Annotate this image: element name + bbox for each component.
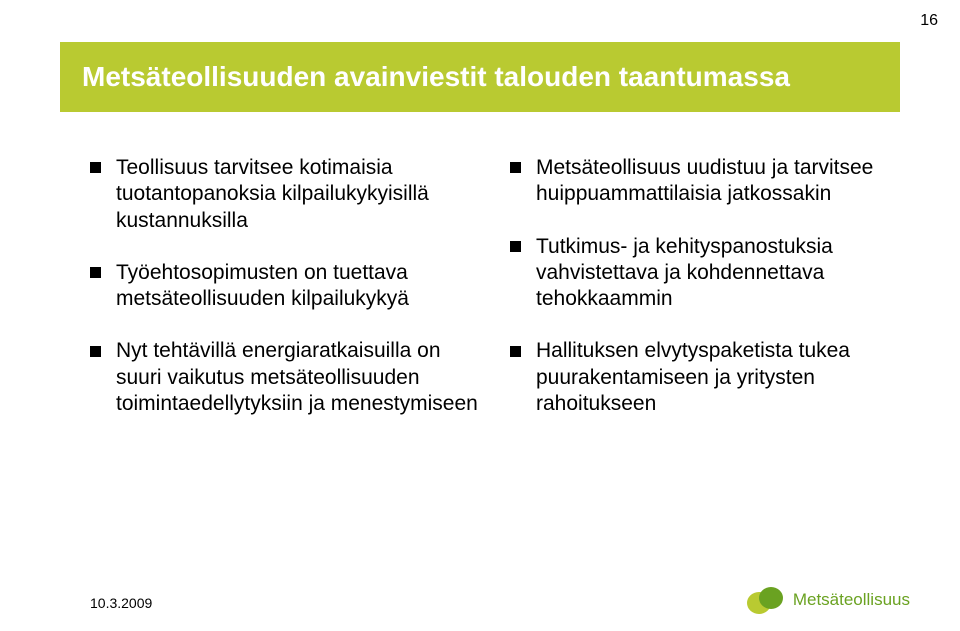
slide: 16 Metsäteollisuuden avainviestit taloud… [0,0,960,631]
leaf-icon [745,583,785,617]
logo: Metsäteollisuus [745,583,910,617]
title-band: Metsäteollisuuden avainviestit talouden … [60,42,900,112]
list-item: Työehtosopimusten on tuettava metsäteoll… [90,260,480,313]
page-number: 16 [920,12,938,30]
left-list: Teollisuus tarvitsee kotimaisia tuotanto… [90,155,480,417]
list-item: Teollisuus tarvitsee kotimaisia tuotanto… [90,155,480,234]
list-item: Tutkimus- ja kehityspanostuksia vahviste… [510,234,900,313]
list-item: Hallituksen elvytyspaketista tukea puura… [510,338,900,417]
right-list: Metsäteollisuus uudistuu ja tarvitsee hu… [510,155,900,417]
footer-date: 10.3.2009 [90,595,152,611]
logo-text: Metsäteollisuus [793,590,910,610]
list-item: Nyt tehtävillä energiaratkaisuilla on su… [90,338,480,417]
body-columns: Teollisuus tarvitsee kotimaisia tuotanto… [90,155,900,541]
left-column: Teollisuus tarvitsee kotimaisia tuotanto… [90,155,480,541]
right-column: Metsäteollisuus uudistuu ja tarvitsee hu… [510,155,900,541]
slide-title: Metsäteollisuuden avainviestit talouden … [82,61,790,93]
list-item: Metsäteollisuus uudistuu ja tarvitsee hu… [510,155,900,208]
